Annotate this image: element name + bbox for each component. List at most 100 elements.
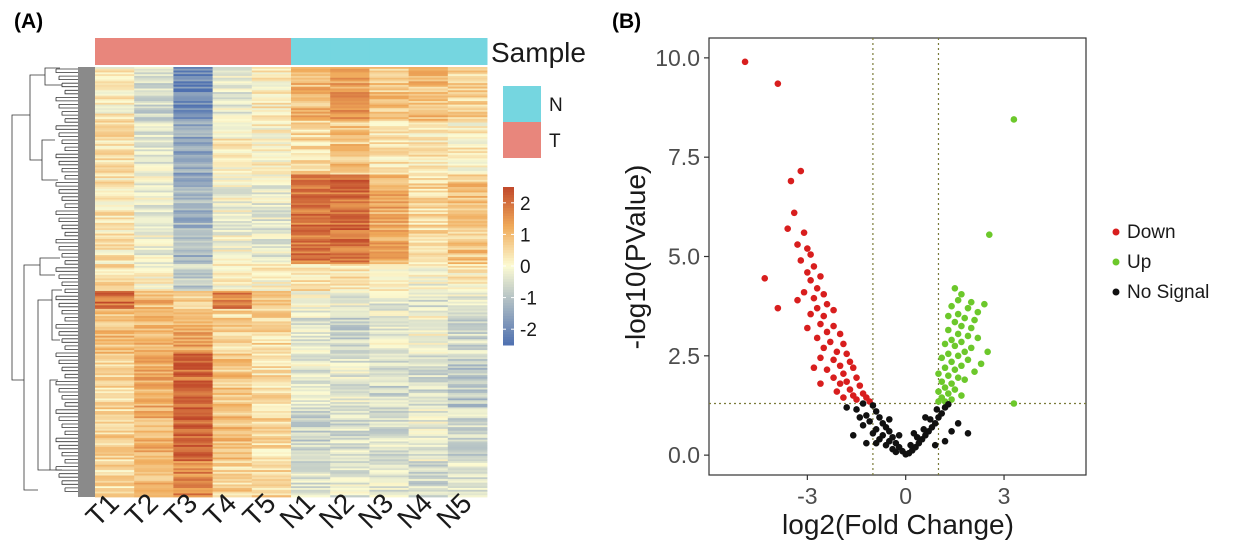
heatmap-cell: [408, 278, 449, 281]
heatmap-cell: [212, 142, 253, 145]
y-axis-ticks: 0.02.55.07.510.0: [655, 45, 709, 468]
heatmap-cell: [291, 321, 331, 324]
heatmap-cell: [369, 206, 409, 209]
point-down: [830, 322, 837, 330]
heatmap-cell: [251, 303, 292, 306]
dendrogram-branch: [29, 74, 45, 161]
heatmap-cell: [173, 425, 213, 428]
heatmap-cell: [330, 231, 370, 235]
heatmap-cell: [95, 135, 135, 138]
point-down: [843, 350, 850, 358]
heatmap-cell: [330, 371, 370, 374]
heatmap-cell: [330, 282, 370, 285]
heatmap-cell: [251, 153, 292, 156]
heatmap-cell: [330, 470, 370, 473]
color-scale-step: [503, 271, 514, 275]
heatmap-cell: [212, 183, 253, 186]
dendrogram-leaf: [61, 395, 78, 400]
heatmap-cell: [291, 212, 331, 215]
heatmap-cell: [369, 441, 409, 444]
heatmap-cell: [95, 262, 135, 265]
heatmap-cell: [291, 486, 331, 489]
heatmap-cell: [330, 325, 370, 328]
heatmap-cell: [251, 217, 292, 220]
heatmap-cell: [408, 479, 449, 482]
heatmap-cell: [251, 321, 292, 324]
point-up: [938, 354, 946, 362]
heatmap-cell: [447, 265, 488, 269]
heatmap-cell: [251, 124, 292, 127]
heatmap-cell: [95, 276, 135, 279]
heatmap-cell: [212, 436, 253, 439]
heatmap-cell: [95, 419, 135, 423]
heatmap-cell: [173, 439, 213, 442]
heatmap-cell: [173, 303, 213, 306]
color-scale-label: 0: [520, 257, 531, 278]
heatmap-cell: [447, 368, 488, 371]
heatmap-cell: [95, 102, 135, 106]
heatmap-cell: [291, 473, 331, 476]
heatmap-cell: [291, 231, 331, 235]
heatmap-cell: [330, 366, 370, 369]
heatmap-cell: [251, 129, 292, 132]
heatmap-cell: [291, 382, 331, 385]
heatmap-cell: [212, 111, 253, 114]
heatmap-cell: [291, 333, 331, 337]
heatmap-cell: [212, 350, 253, 353]
heatmap-cell: [134, 215, 174, 218]
heatmap-cell: [408, 271, 449, 274]
heatmap-cell: [408, 325, 449, 328]
heatmap-cell: [134, 158, 174, 161]
heatmap-cell: [291, 217, 331, 220]
heatmap-cell: [251, 495, 292, 498]
heatmap-cell: [408, 484, 449, 487]
heatmap-cell: [369, 127, 409, 131]
heatmap-cell: [134, 230, 174, 233]
heatmap-cell: [330, 118, 370, 122]
heatmap-cell: [291, 452, 331, 455]
point-no-signal: [920, 426, 928, 433]
heatmap-cell: [134, 439, 174, 442]
heatmap-cell: [173, 491, 213, 494]
heatmap-cell: [447, 466, 488, 469]
heatmap-cell: [173, 486, 213, 489]
heatmap-cell: [369, 339, 409, 342]
heatmap-cell: [134, 187, 174, 190]
heatmap-cell: [251, 187, 292, 190]
heatmap-cell: [369, 147, 409, 150]
heatmap-cell: [291, 120, 331, 123]
heatmap-cell: [447, 398, 488, 401]
dendrogram-leaf: [58, 359, 78, 364]
heatmap-cell: [369, 122, 409, 125]
heatmap-cell: [134, 117, 174, 120]
heatmap-cell: [173, 357, 213, 360]
color-scale-step: [503, 263, 514, 267]
heatmap-cell: [212, 138, 253, 141]
heatmap-cell: [95, 303, 135, 306]
heatmap-cell: [447, 75, 488, 79]
color-scale-step: [503, 205, 514, 209]
heatmap-cell: [447, 174, 488, 177]
heatmap-cell: [251, 265, 292, 269]
point-down: [774, 80, 782, 87]
heatmap-cell: [369, 310, 409, 313]
heatmap-cell: [447, 104, 488, 107]
point-up: [945, 390, 952, 397]
heatmap-cell: [173, 298, 213, 301]
heatmap-cell: [447, 185, 488, 188]
color-scale-label: -2: [520, 320, 537, 341]
heatmap-cell: [134, 380, 174, 383]
heatmap-cell: [251, 106, 292, 109]
heatmap-cell: [212, 425, 253, 428]
heatmap-cell: [212, 310, 253, 313]
heatmap-cell: [134, 183, 174, 186]
heatmap-cell: [447, 312, 488, 315]
point-up: [964, 304, 972, 312]
color-scale-step: [503, 292, 514, 296]
dendrogram-leaf: [58, 302, 78, 308]
heatmap-cell: [408, 179, 449, 183]
heatmap-cell: [134, 265, 174, 269]
heatmap-cell: [447, 276, 488, 279]
heatmap-cell: [447, 419, 488, 423]
heatmap-cell: [173, 292, 213, 295]
